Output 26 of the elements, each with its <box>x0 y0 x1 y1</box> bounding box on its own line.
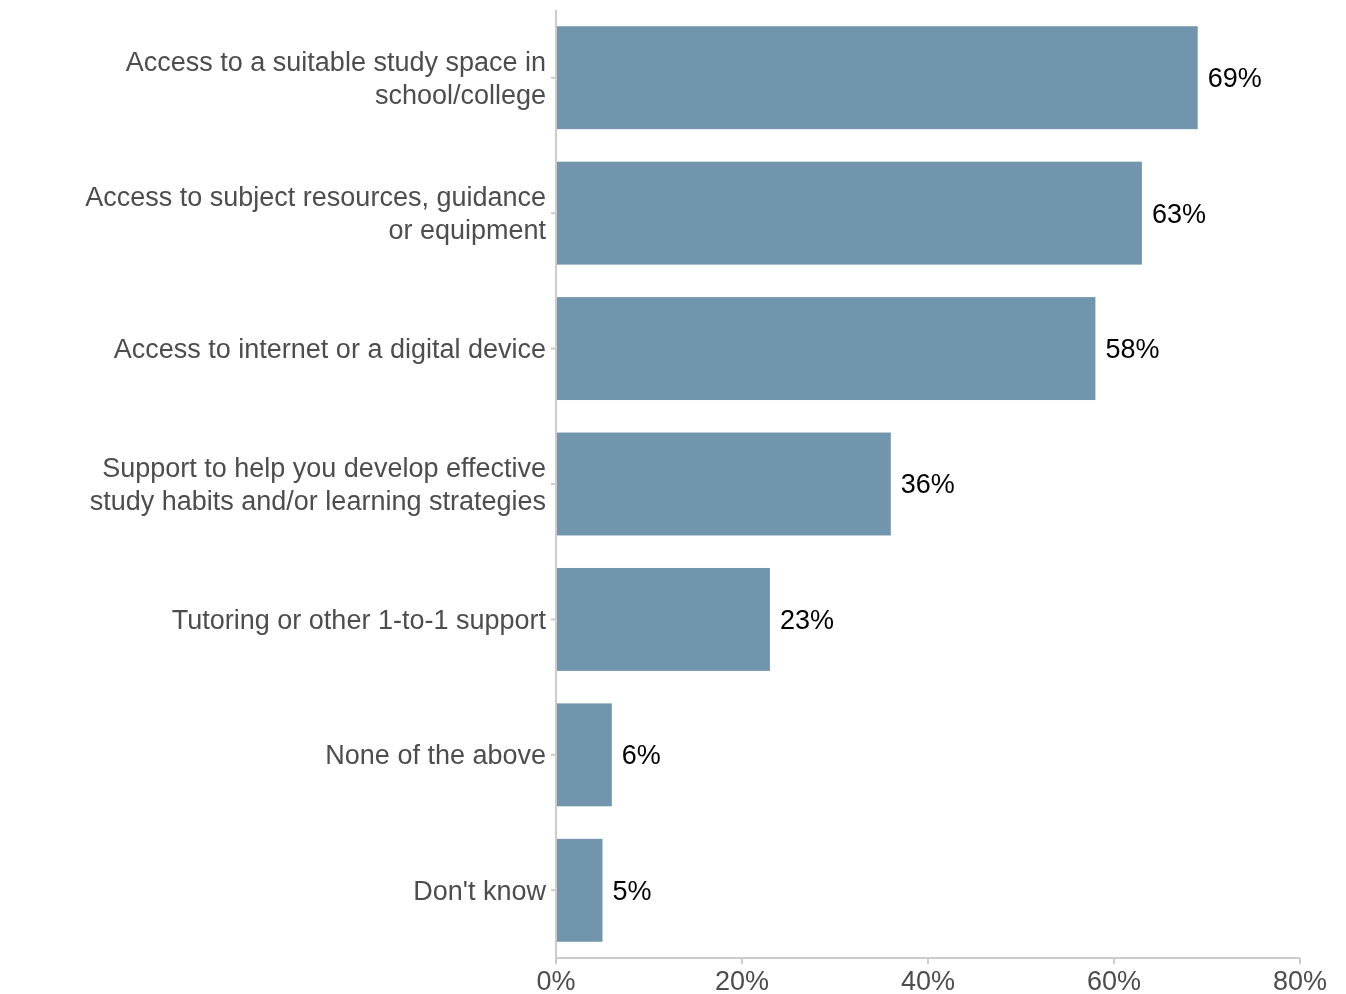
bar <box>556 161 1142 265</box>
data-label: 58% <box>1105 334 1160 365</box>
x-tick-label: 40% <box>900 966 956 994</box>
x-tick-label: 20% <box>714 966 770 994</box>
x-tick-label: 0% <box>536 966 576 994</box>
y-tick-label: Access to subject resources, guidance or equipment <box>85 182 547 246</box>
y-tick-label: Support to help you develop effective study habits and/or learning strategies <box>89 452 546 516</box>
x-tick-label: 80% <box>1272 966 1328 994</box>
y-tick-label: Tutoring or other 1-to-1 support <box>171 604 547 635</box>
bar <box>556 297 1096 401</box>
y-tick-label: Access to internet or a digital device <box>113 334 546 365</box>
data-label: 5% <box>612 875 652 906</box>
x-tick-label: 60% <box>1086 966 1142 994</box>
bar <box>556 703 612 807</box>
data-label: 63% <box>1151 198 1206 229</box>
bar <box>556 26 1198 130</box>
y-tick-label: None of the above <box>325 740 546 771</box>
data-label: 36% <box>900 469 955 500</box>
y-tick-label: Don't know <box>413 875 547 906</box>
data-label: 6% <box>621 740 661 771</box>
data-label: 69% <box>1207 63 1262 94</box>
bar <box>556 567 770 671</box>
y-tick-label: Access to a suitable study space in school/college <box>125 46 546 110</box>
data-label: 23% <box>779 604 834 635</box>
bar <box>556 432 891 536</box>
bar <box>556 838 603 942</box>
